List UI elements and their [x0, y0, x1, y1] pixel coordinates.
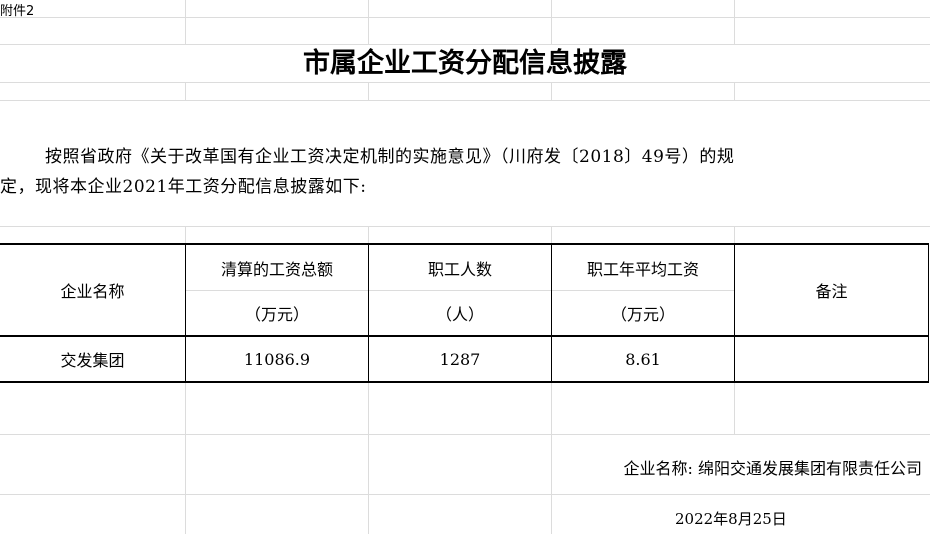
signature-date: 2022年8月25日	[675, 510, 787, 528]
gridline	[551, 82, 552, 100]
page-title: 市属企业工资分配信息披露	[303, 48, 627, 79]
gridline	[368, 382, 369, 534]
intro-text-line1: 按照省政府《关于改革国有企业工资决定机制的实施意见》（川府发〔2018〕49号）…	[45, 147, 735, 167]
gridline	[734, 82, 735, 100]
gridline	[0, 44, 930, 45]
table-border	[185, 244, 186, 382]
cell-average-wage: 8.61	[625, 349, 661, 369]
gridline	[185, 0, 186, 44]
header-total-wage: 清算的工资总额	[220, 259, 333, 279]
header-remarks: 备注	[815, 282, 848, 301]
gridline	[368, 0, 369, 44]
cell-total-wage: 11086.9	[243, 349, 311, 369]
table-border	[0, 335, 929, 337]
table-border	[0, 381, 929, 383]
gridline	[0, 17, 930, 18]
table-border	[734, 244, 735, 382]
gridline	[0, 226, 930, 227]
header-average-wage: 职工年平均工资	[586, 259, 699, 279]
gridline	[551, 226, 552, 244]
table-border	[368, 244, 369, 382]
gridline	[734, 382, 735, 434]
gridline	[368, 226, 369, 244]
gridline	[0, 82, 930, 83]
gridline	[368, 82, 369, 100]
header-employee-count-unit: （人）	[435, 305, 484, 324]
gridline	[551, 0, 552, 44]
attachment-label: 附件2	[0, 4, 35, 19]
gridline	[734, 226, 735, 244]
table-border	[0, 243, 929, 245]
gridline	[551, 382, 552, 534]
gridline	[185, 82, 186, 100]
header-average-wage-unit: （万元）	[610, 305, 675, 324]
gridline	[185, 290, 734, 291]
gridline	[185, 382, 186, 534]
gridline	[0, 434, 930, 435]
cell-remarks	[735, 337, 928, 381]
cell-company: 交发集团	[60, 351, 125, 370]
header-employee-count: 职工人数	[427, 259, 492, 279]
header-total-wage-unit: （万元）	[244, 305, 309, 324]
intro-text-line2: 定，现将本企业2021年工资分配信息披露如下:	[0, 177, 367, 197]
header-company-name: 企业名称	[60, 282, 125, 301]
company-signature: 企业名称: 绵阳交通发展集团有限责任公司	[623, 459, 922, 478]
gridline	[185, 226, 186, 244]
gridline	[0, 494, 930, 495]
table-border	[928, 244, 929, 382]
gridline	[734, 0, 735, 44]
table-border	[551, 244, 552, 382]
gridline	[0, 100, 930, 101]
cell-employee-count: 1287	[439, 349, 481, 369]
